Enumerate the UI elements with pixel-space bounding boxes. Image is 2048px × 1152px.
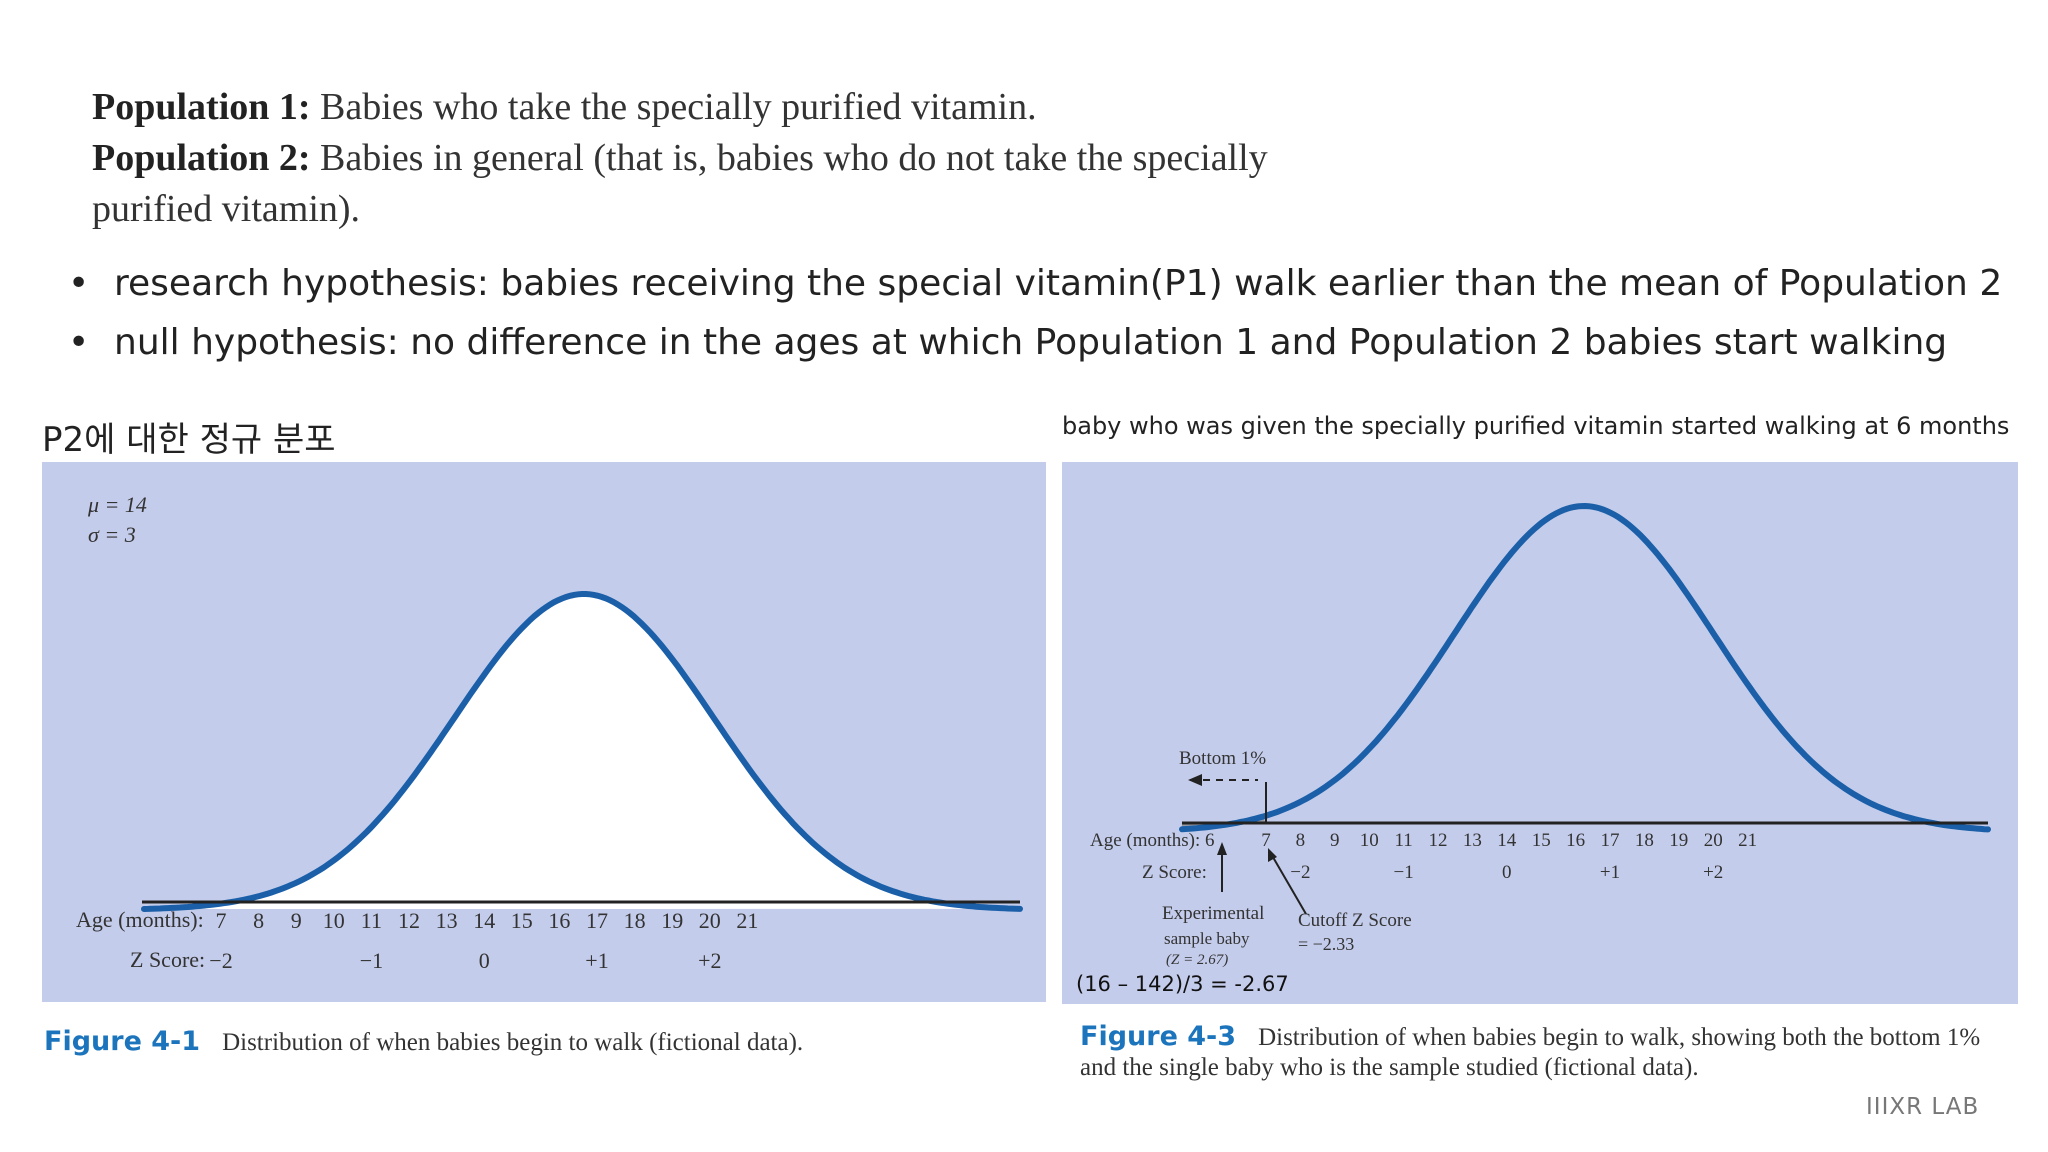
figure-4-3-panel: Bottom 1% Age (months): 6 Z Score: 7 8 9 10… [1062,462,2018,1004]
experimental-label-1: Experimental [1162,903,1264,924]
figure-4-3-caption: Figure 4-3 Distribution of when babies be… [1080,1022,2020,1083]
figure-4-1-caption-text: Distribution of when babies begin to wal… [222,1029,804,1056]
bottom-percent-label: Bottom 1% [1179,748,1266,769]
cutoff-arrow [1268,848,1307,915]
age-tick-label: 8 [1296,830,1306,851]
figure-4-1-caption: Figure 4-1 Distribution of when babies be… [44,1026,803,1057]
right-heading: baby who was given the specially purifie… [1062,412,2010,440]
z-tick-label: +1 [585,948,608,973]
research-hypothesis: research hypothesis: babies receiving th… [62,254,2002,313]
age-tick-label: 8 [253,908,264,933]
bottom-arrow [1188,774,1258,786]
cutoff-label-2: = −2.33 [1298,934,1354,954]
age-tick-label: 17 [1601,830,1620,851]
z-tick-label: +1 [1600,862,1620,883]
age-axis-label: Age (months): 6 [1090,830,1215,851]
z-tick-label: −1 [360,948,383,973]
z-tick-label: 0 [1502,862,1512,883]
population-1-text: Babies who take the specially purified v… [310,86,1037,128]
age-tick-label: 18 [1635,830,1654,851]
age-tick-label: 11 [1394,830,1412,851]
figure-4-1-number: Figure 4-1 [44,1026,201,1057]
population-2-label: Population 2: [92,137,311,179]
z-tick-label: −2 [1290,862,1310,883]
age-tick-label: 10 [323,908,345,933]
age-tick-label: 19 [661,908,683,933]
population-2-line-cont: purified vitamin). [92,188,361,230]
age-tick-label: 17 [586,908,608,933]
z-tick-label: +2 [698,948,721,973]
population-1-label: Population 1: [92,86,311,128]
normal-curve [1179,502,1991,833]
age-tick-label: 14 [1497,830,1517,851]
sigma-label: σ = 3 [88,522,136,547]
z-tick-label: −1 [1393,862,1413,883]
age-tick-label: 20 [1704,830,1723,851]
hypothesis-list: research hypothesis: babies receiving th… [62,254,2002,372]
experimental-label-3: (Z = 2.67) [1166,952,1228,968]
age-tick-label: 15 [511,908,533,933]
age-tick-label: 16 [1566,830,1585,851]
population-definitions: Population 1: Babies who take the specia… [92,82,1268,235]
age-tick-label: 9 [291,908,302,933]
z-tick-labels: −2 −1 0 +1 +2 [1290,862,1723,883]
z-tick-label: −2 [209,948,232,973]
figure-4-3-graphic: Bottom 1% Age (months): 6 Z Score: 7 8 9 10… [1090,502,1991,968]
age-tick-label: 13 [1463,830,1482,851]
age-tick-label: 15 [1532,830,1551,851]
z-axis-label: Z Score: [130,947,205,972]
age-tick-label: 7 [1261,830,1271,851]
age-tick-label: 21 [736,908,758,933]
population-2-line: Population 2: Babies in general (that is… [92,133,1268,184]
z-tick-label: 0 [479,948,490,973]
z-axis-label: Z Score: [1142,862,1207,883]
age-tick-label: 12 [1429,830,1448,851]
age-tick-label: 7 [216,908,227,933]
figure-4-3-number: Figure 4-3 [1080,1021,1237,1052]
figure-4-3-caption-line-1: Figure 4-3 Distribution of when babies be… [1080,1022,2020,1053]
age-tick-label: 19 [1669,830,1688,851]
null-hypothesis: null hypothesis: no difference in the ag… [62,313,2002,372]
age-tick-label: 21 [1738,830,1757,851]
age-tick-labels: 7 8 9 10 11 12 13 14 15 16 17 18 19 20 21 [216,908,759,933]
experimental-arrow [1217,842,1227,892]
z-tick-label: +2 [1703,862,1723,883]
age-tick-label: 10 [1360,830,1379,851]
z-score-formula: (16 – 142)/3 = -2.67 [1076,972,1289,996]
cutoff-label-1: Cutoff Z Score [1298,910,1412,931]
age-tick-label: 13 [436,908,458,933]
age-tick-label: 14 [473,908,495,933]
figure-4-3-caption-text: Distribution of when babies begin to wal… [1258,1024,1981,1051]
age-tick-label: 20 [699,908,721,933]
population-1-line: Population 1: Babies who take the specia… [92,82,1268,133]
age-tick-label: 11 [361,908,382,933]
population-2-text: Babies in general (that is, babies who d… [310,137,1268,179]
left-heading: P2에 대한 정규 분포 [42,420,336,460]
experimental-label-2: sample baby [1164,929,1250,948]
age-tick-label: 16 [548,908,570,933]
age-tick-label: 12 [398,908,420,933]
age-axis-label: Age (months): [76,907,204,932]
age-tick-label: 18 [624,908,646,933]
normal-curve [141,591,1023,912]
z-tick-labels: −2 −1 0 +1 +2 [209,948,721,973]
lab-label: IIIXR LAB [1866,1094,1980,1120]
age-tick-labels: 7 8 9 10 11 12 13 14 15 16 17 18 19 20 21 [1261,830,1757,851]
age-tick-label: 9 [1330,830,1340,851]
figure-4-3-caption-line-2: and the single baby who is the sample st… [1080,1054,1699,1081]
mu-label: μ = 14 [87,492,147,517]
